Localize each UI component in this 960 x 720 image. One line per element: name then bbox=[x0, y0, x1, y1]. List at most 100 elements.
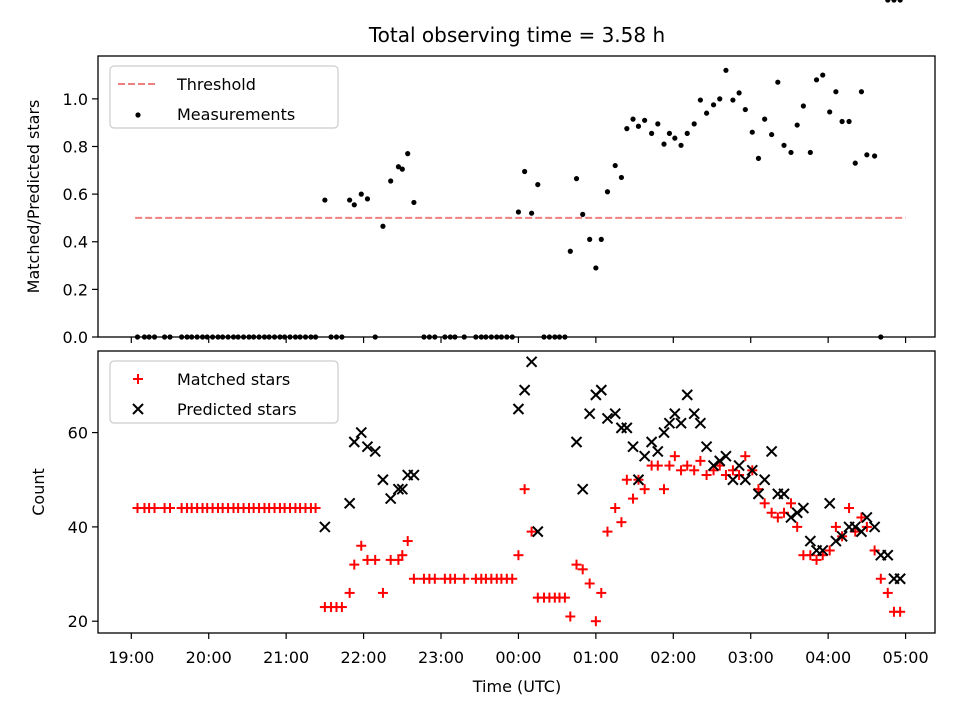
legend-entry-label: Threshold bbox=[176, 75, 256, 94]
matched-stars-point bbox=[377, 587, 388, 598]
predicted-stars-point bbox=[752, 488, 765, 500]
predicted-stars-point-b bbox=[595, 384, 607, 396]
matched-stars-point bbox=[676, 465, 687, 476]
predicted-stars-point bbox=[765, 445, 778, 458]
predicted-stars-point bbox=[791, 507, 803, 519]
predicted-stars-point-b bbox=[627, 441, 639, 453]
predicted-stars-point bbox=[675, 417, 687, 429]
measurement-point bbox=[839, 118, 845, 125]
matched-stars-point bbox=[571, 559, 582, 570]
measurement-point bbox=[794, 122, 800, 128]
predicted-stars-point-b bbox=[823, 497, 836, 510]
matched-stars-point bbox=[628, 493, 639, 504]
matched-stars-point bbox=[659, 484, 670, 495]
matched-stars-point bbox=[577, 564, 588, 575]
measurement-point bbox=[846, 118, 852, 125]
x-tick-label: 05:00 bbox=[883, 648, 929, 667]
predicted-stars-point bbox=[758, 474, 771, 486]
predicted-stars-point-b bbox=[658, 426, 670, 439]
measurement-point bbox=[399, 166, 405, 172]
matched-stars-point bbox=[772, 512, 783, 523]
predicted-stars-point bbox=[570, 436, 583, 448]
measurement-point bbox=[710, 102, 717, 108]
predicted-stars-point-b bbox=[408, 469, 420, 481]
matched-stars-point bbox=[734, 470, 745, 481]
measurement-point bbox=[872, 153, 878, 159]
matched-stars-point bbox=[824, 545, 835, 556]
matched-stars-point bbox=[336, 602, 347, 613]
measurement-point bbox=[405, 151, 411, 157]
matched-stars-point bbox=[621, 474, 632, 485]
matched-stars-point bbox=[759, 498, 770, 509]
predicted-stars-point bbox=[525, 356, 538, 368]
bottom-legend: Matched stars Predicted stars bbox=[109, 360, 339, 424]
measurement-point bbox=[587, 236, 593, 242]
measurement-point bbox=[864, 152, 870, 158]
matched-stars-point bbox=[875, 573, 886, 584]
matched-stars-point bbox=[856, 512, 867, 523]
predicted-stars-point-b bbox=[609, 408, 621, 420]
matched-stars-point bbox=[882, 587, 893, 598]
predicted-stars-point-b bbox=[785, 511, 797, 524]
matched-stars-point bbox=[408, 573, 419, 584]
top-y-tick-label: 0.8 bbox=[63, 137, 88, 156]
predicted-stars-point bbox=[849, 521, 861, 533]
measurement-point bbox=[807, 149, 813, 156]
predicted-stars-point-b bbox=[669, 408, 681, 420]
predicted-stars-point bbox=[823, 497, 836, 510]
measurement-point bbox=[742, 106, 748, 113]
measurement-point bbox=[322, 197, 328, 203]
predicted-stars-point-b bbox=[369, 445, 381, 458]
predicted-stars-point bbox=[343, 497, 356, 510]
x-tick-label: 03:00 bbox=[728, 648, 774, 667]
matched-stars-point bbox=[805, 550, 816, 561]
predicted-stars-point bbox=[658, 426, 670, 439]
x-tick-label: 00:00 bbox=[495, 648, 541, 667]
matched-stars-point bbox=[639, 484, 650, 495]
measurement-point bbox=[642, 117, 648, 123]
x-tick-label: 23:00 bbox=[418, 648, 464, 667]
x-tick-label: 22:00 bbox=[341, 648, 387, 667]
bottom-y-axis-label: Count bbox=[29, 468, 48, 516]
predicted-stars-point-b bbox=[861, 511, 873, 524]
predicted-stars-point-b bbox=[758, 474, 771, 486]
matched-stars-point bbox=[669, 451, 680, 462]
measurement-point bbox=[788, 149, 794, 156]
matched-stars-point bbox=[701, 470, 712, 481]
measurement-point bbox=[515, 209, 522, 215]
predicted-stars-point-b bbox=[576, 483, 589, 495]
matched-stars-point bbox=[869, 545, 880, 556]
predicted-stars-point bbox=[632, 474, 645, 486]
predicted-stars-point bbox=[576, 483, 589, 495]
measurement-point bbox=[624, 126, 630, 132]
predicted-stars-point-b bbox=[343, 497, 356, 510]
predicted-stars-point bbox=[836, 530, 848, 543]
matched-stars-point bbox=[727, 465, 738, 476]
measurement-point bbox=[593, 265, 599, 271]
bottom-y-tick-label: 20 bbox=[68, 612, 88, 631]
predicted-stars-point-b bbox=[797, 502, 810, 514]
matched-stars-point bbox=[610, 503, 621, 514]
measurement-point bbox=[684, 130, 690, 136]
chart-title: Total observing time = 3.58 h bbox=[368, 23, 665, 47]
legend-entry-label: Predicted stars bbox=[177, 400, 297, 419]
measurement-point bbox=[598, 236, 604, 242]
predicted-stars-point bbox=[408, 469, 420, 481]
predicted-stars-point-b bbox=[355, 426, 367, 439]
measurement-point bbox=[580, 211, 586, 217]
predicted-stars-point-b bbox=[348, 436, 360, 448]
predicted-stars-point-b bbox=[882, 549, 894, 561]
predicted-stars-point-b bbox=[714, 455, 726, 467]
matched-stars-point bbox=[792, 521, 803, 532]
predicted-stars-point bbox=[714, 455, 726, 467]
predicted-stars-point bbox=[645, 436, 658, 448]
top-y-tick-label: 0.0 bbox=[63, 328, 88, 347]
predicted-stars-point bbox=[609, 408, 621, 420]
matched-stars-point bbox=[397, 550, 408, 561]
matched-stars-point bbox=[616, 517, 627, 528]
predicted-stars-point-b bbox=[512, 403, 525, 415]
measurement-point bbox=[755, 155, 762, 161]
predicted-stars-point-b bbox=[652, 445, 664, 458]
legend-entry-label: Matched stars bbox=[177, 370, 290, 389]
predicted-stars-point-b bbox=[830, 535, 842, 547]
